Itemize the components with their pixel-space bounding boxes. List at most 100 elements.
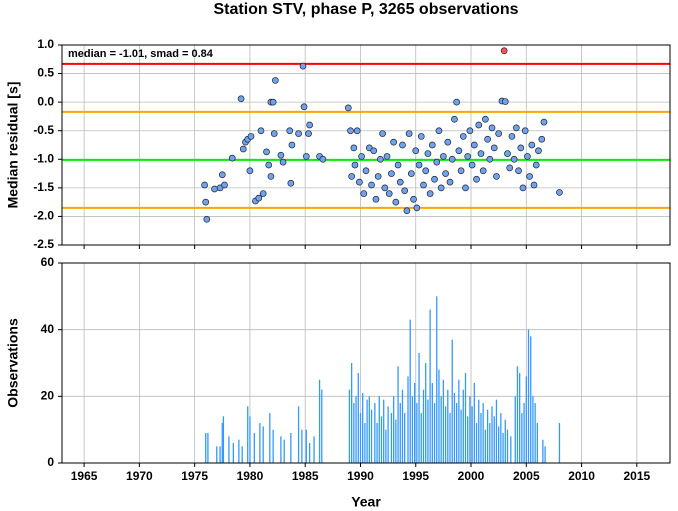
y-tick-label: 0 [47, 455, 54, 469]
point [353, 127, 361, 135]
point [305, 130, 312, 137]
point [394, 161, 402, 169]
x-tick-label: 2010 [568, 469, 595, 483]
y-axis-label: Observations [5, 318, 21, 408]
point [319, 155, 327, 163]
point [237, 95, 245, 103]
x-tick-label: 1965 [71, 469, 98, 483]
point [501, 98, 509, 105]
point [519, 184, 527, 192]
point [442, 170, 449, 177]
point [377, 155, 384, 163]
y-tick-label: -2.0 [33, 209, 54, 223]
point [218, 171, 226, 179]
point [255, 194, 263, 202]
point [350, 144, 358, 152]
point [265, 161, 273, 169]
x-tick-label: 2005 [513, 469, 540, 483]
point [348, 173, 355, 180]
point [532, 161, 540, 169]
point [413, 204, 421, 212]
point [433, 158, 441, 166]
point [407, 170, 415, 177]
point [435, 127, 443, 135]
point [405, 130, 413, 137]
x-tick-label: 1995 [402, 469, 429, 483]
point [479, 167, 487, 175]
point [424, 150, 432, 157]
point [347, 127, 354, 135]
point [374, 173, 382, 180]
point [270, 130, 278, 137]
y-tick-label: -2.5 [33, 237, 54, 251]
chart-title: Station STV, phase P, 3265 observations [213, 1, 518, 18]
point [362, 167, 370, 175]
point [211, 185, 218, 193]
point [358, 153, 365, 160]
point [459, 133, 467, 140]
point [383, 153, 391, 160]
point [528, 141, 536, 149]
point [247, 133, 255, 140]
point [246, 167, 254, 175]
x-tick-label: 1980 [237, 469, 264, 483]
point [370, 147, 378, 155]
point [422, 167, 430, 175]
point [444, 138, 452, 146]
point [202, 198, 210, 206]
point [239, 145, 247, 153]
point [538, 135, 546, 143]
point [453, 98, 460, 106]
point [368, 181, 375, 189]
point [530, 181, 538, 189]
point [299, 62, 307, 70]
point [521, 127, 529, 135]
point [457, 167, 465, 175]
point [464, 153, 472, 160]
point [286, 127, 294, 135]
point [466, 127, 474, 135]
point [295, 130, 302, 137]
point [388, 170, 395, 177]
point [473, 175, 480, 183]
y-tick-label: -0.5 [33, 123, 54, 137]
point [468, 161, 476, 169]
point [493, 173, 500, 180]
point [306, 121, 313, 129]
point [401, 187, 409, 195]
point [488, 124, 496, 132]
point [259, 190, 267, 197]
point [462, 184, 469, 192]
point [428, 141, 436, 149]
point [477, 150, 485, 157]
y-tick-label: 20 [41, 389, 55, 403]
point [512, 124, 520, 132]
point [475, 121, 483, 129]
point [272, 77, 279, 84]
point [351, 161, 359, 169]
point [356, 178, 363, 186]
x-tick-label: 1970 [126, 469, 153, 483]
point [410, 195, 417, 203]
x-tick-label: 2000 [458, 469, 485, 483]
point [446, 178, 454, 186]
point [540, 118, 548, 126]
point [203, 215, 211, 223]
point [399, 141, 406, 149]
plot-frame [61, 262, 671, 464]
point [484, 135, 491, 143]
x-axis-label: Year [351, 494, 381, 510]
point [412, 147, 420, 155]
point [344, 104, 352, 112]
point [379, 130, 386, 137]
y-tick-label: -1.5 [33, 180, 54, 194]
point [431, 175, 438, 183]
plot-frame [61, 44, 671, 246]
y-tick-label: 0.0 [37, 94, 54, 108]
point [486, 155, 494, 163]
point [440, 153, 447, 160]
point [269, 98, 277, 106]
point [515, 167, 522, 175]
point [267, 173, 275, 180]
